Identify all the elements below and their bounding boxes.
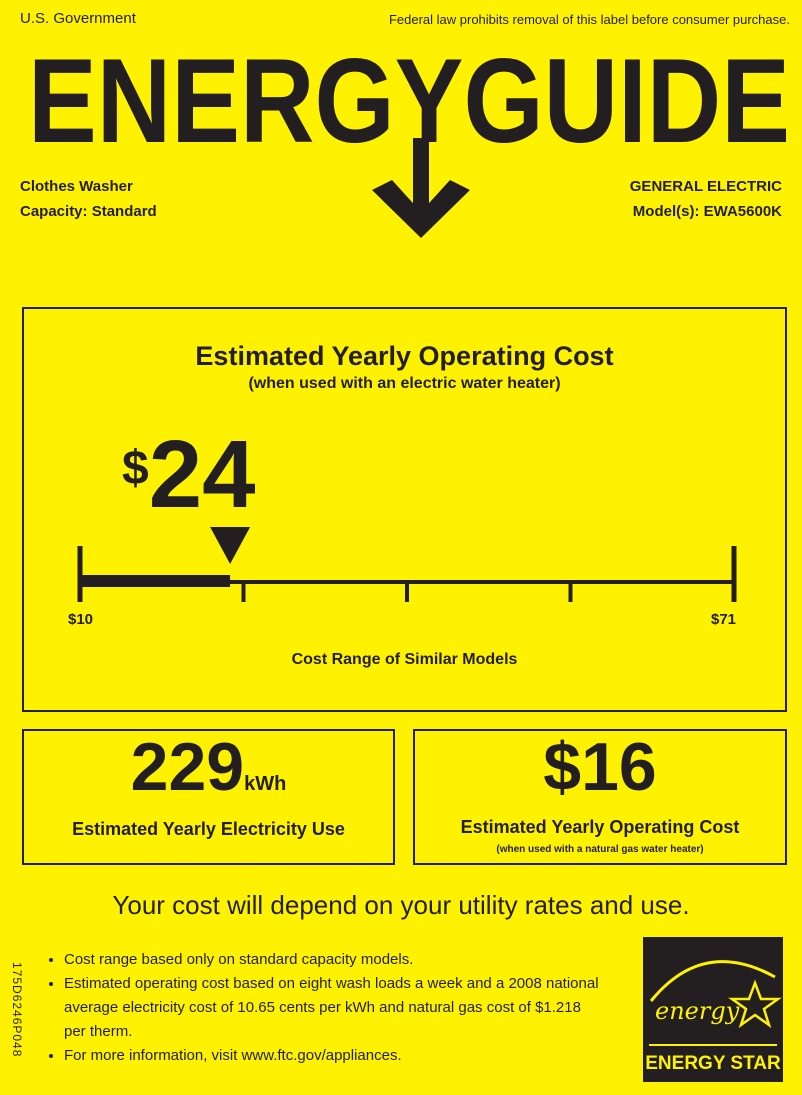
gas-cost-caption: Estimated Yearly Operating Cost xyxy=(460,817,740,837)
product-type: Clothes Washer xyxy=(20,178,133,195)
energy-star-logo: energy ENERGY STAR xyxy=(643,937,783,1082)
arrow-down-icon xyxy=(372,138,470,238)
svg-text:energy: energy xyxy=(655,997,740,1025)
range-max-label: $71 xyxy=(711,611,737,628)
energyguide-title: ENERGYGUIDE xyxy=(28,34,790,168)
gas-cost-panel: $16 Estimated Yearly Operating Cost (whe… xyxy=(413,729,787,865)
disclaimer: Your cost will depend on your utility ra… xyxy=(112,890,690,920)
electricity-caption: Estimated Yearly Electricity Use xyxy=(72,819,345,839)
issuer: U.S. Government xyxy=(20,10,136,27)
capacity: Capacity: Standard xyxy=(20,203,157,220)
note-item: Estimated operating cost based on eight … xyxy=(64,972,606,1044)
energy-star-label: ENERGY STAR xyxy=(645,1053,781,1074)
energyguide-logo: ENERGYGUIDE xyxy=(28,34,790,238)
range-caption: Cost Range of Similar Models xyxy=(291,651,518,668)
cost-fill-bar xyxy=(80,575,231,587)
electricity-value: 229kWh xyxy=(130,729,287,805)
form-code: 175D6246P048 xyxy=(10,962,24,1058)
cost-range-scale xyxy=(77,527,737,602)
main-cost-value: $24 xyxy=(122,421,256,528)
main-cost-subtitle: (when used with an electric water heater… xyxy=(248,375,561,392)
model-number: Model(s): EWA5600K xyxy=(632,203,782,220)
gas-cost-subcaption: (when used with a natural gas water heat… xyxy=(496,844,704,855)
range-min-label: $10 xyxy=(68,611,94,628)
energy-star-icon: energy xyxy=(649,960,782,1046)
electricity-panel: 229kWh Estimated Yearly Electricity Use xyxy=(22,729,395,865)
main-cost-title: Estimated Yearly Operating Cost xyxy=(195,341,614,371)
notes-list: Cost range based only on standard capaci… xyxy=(46,948,606,1068)
removal-notice: Federal law prohibits removal of this la… xyxy=(388,12,790,27)
main-cost-panel: Estimated Yearly Operating Cost (when us… xyxy=(22,307,787,712)
gas-cost-value: $16 xyxy=(543,729,657,805)
manufacturer: GENERAL ELECTRIC xyxy=(629,178,782,195)
note-item: For more information, visit www.ftc.gov/… xyxy=(64,1044,606,1068)
cost-marker-triangle xyxy=(210,527,251,564)
note-item: Cost range based only on standard capaci… xyxy=(64,948,606,972)
